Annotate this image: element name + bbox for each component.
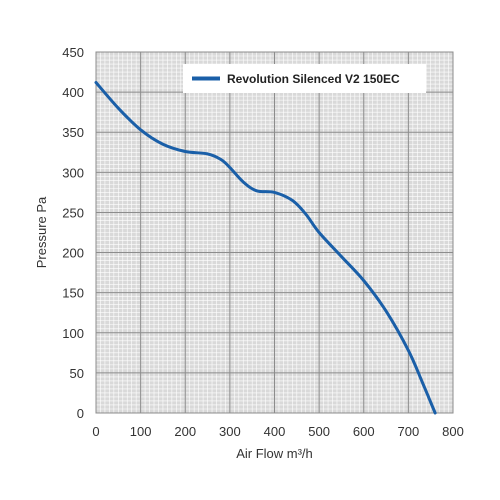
- y-tick-labels: 0 50 100 150 200 250 300 350 400 450: [62, 45, 84, 421]
- x-tick-label: 300: [219, 424, 241, 439]
- y-tick-label: 400: [62, 85, 84, 100]
- y-tick-label: 450: [62, 45, 84, 60]
- y-tick-label: 350: [62, 125, 84, 140]
- x-tick-label: 200: [174, 424, 196, 439]
- x-tick-label: 600: [353, 424, 375, 439]
- x-tick-label: 400: [264, 424, 286, 439]
- legend-box: [183, 64, 426, 93]
- series-layer: [94, 80, 437, 415]
- legend: Revolution Silenced V2 150EC: [183, 64, 426, 93]
- plot-area-border: [95, 51, 454, 414]
- x-tick-label: 100: [130, 424, 152, 439]
- y-tick-label: 50: [70, 366, 84, 381]
- y-tick-label: 250: [62, 205, 84, 220]
- y-tick-label: 0: [77, 406, 84, 421]
- legend-label: Revolution Silenced V2 150EC: [227, 72, 400, 86]
- x-tick-label: 800: [442, 424, 464, 439]
- y-axis-title: Pressure Pa: [34, 196, 49, 268]
- x-tick-label: 0: [92, 424, 99, 439]
- y-tick-label: 300: [62, 165, 84, 180]
- x-axis-title: Air Flow m³/h: [236, 446, 313, 461]
- series-line-0: [94, 80, 437, 415]
- x-tick-label: 700: [398, 424, 420, 439]
- y-tick-label: 150: [62, 286, 84, 301]
- x-tick-label: 500: [308, 424, 330, 439]
- y-tick-label: 200: [62, 246, 84, 261]
- y-tick-label: 100: [62, 326, 84, 341]
- x-tick-labels: 0 100 200 300 400 500 600 700 800: [92, 424, 463, 439]
